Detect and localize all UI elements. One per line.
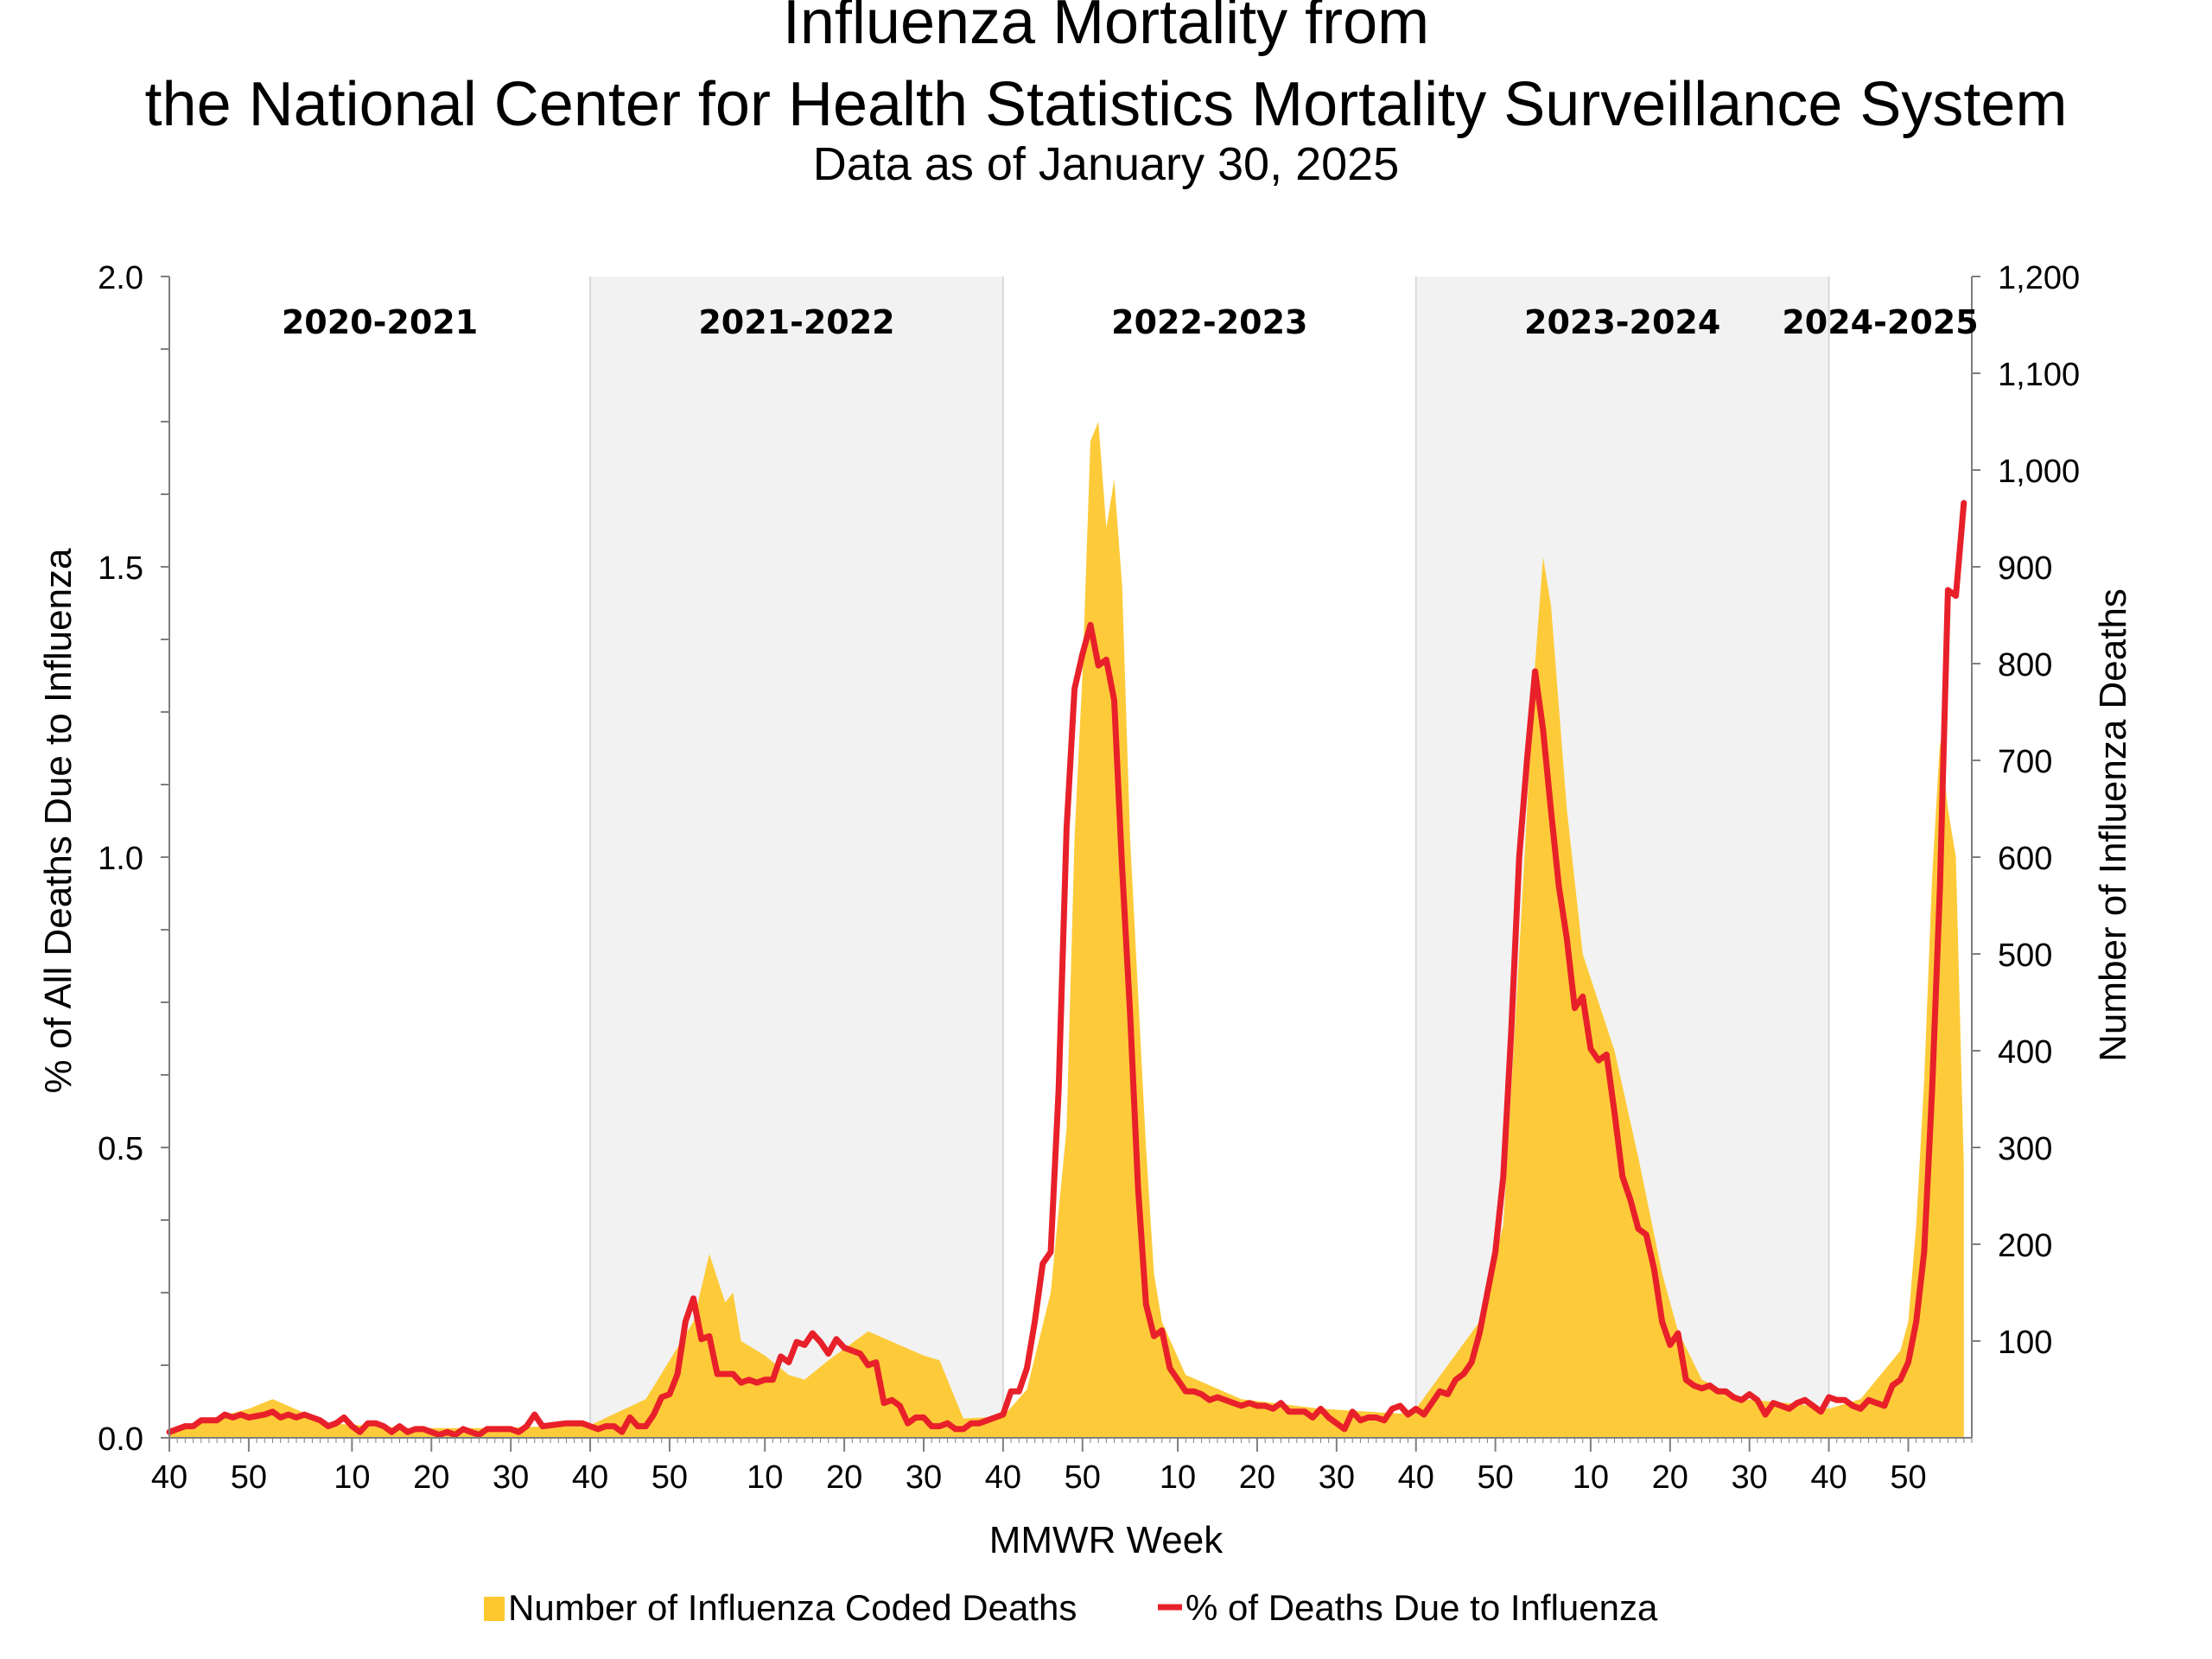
- chart-title-line2: the National Center for Health Statistic…: [145, 70, 2068, 139]
- x-tick-label: 10: [334, 1459, 370, 1496]
- season-label-2023-2024: 2023-2024: [1524, 303, 1720, 341]
- y-right-tick-label: 1,000: [1998, 454, 2080, 490]
- x-tick-label: 30: [493, 1459, 529, 1496]
- x-tick-label: 50: [652, 1459, 688, 1496]
- x-axis-label: MMWR Week: [989, 1519, 1224, 1561]
- season-label-2022-2023: 2022-2023: [1111, 303, 1307, 341]
- y-axis-right-label: Number of Influenza Deaths: [2092, 588, 2134, 1062]
- legend-label-line: % of Deaths Due to Influenza: [1185, 1587, 1658, 1628]
- x-tick-label: 20: [413, 1459, 449, 1496]
- x-tick-label: 10: [747, 1459, 783, 1496]
- season-label-2024-2025: 2024-2025: [1782, 303, 1978, 341]
- season-band-1: [590, 276, 1003, 1438]
- season-label-2021-2022: 2021-2022: [698, 303, 894, 341]
- x-tick-label: 50: [1477, 1459, 1513, 1496]
- y-right-tick-label: 300: [1998, 1131, 2052, 1167]
- x-tick-label: 30: [1319, 1459, 1355, 1496]
- y-right-tick-label: 1,100: [1998, 357, 2080, 393]
- y-right-tick-label: 500: [1998, 938, 2052, 974]
- x-tick-label: 40: [985, 1459, 1021, 1496]
- x-tick-label: 20: [1239, 1459, 1275, 1496]
- legend-label-area: Number of Influenza Coded Deaths: [508, 1587, 1077, 1628]
- y-right-tick-label: 700: [1998, 744, 2052, 780]
- y-left-tick-label: 1.0: [98, 841, 143, 877]
- x-tick-label: 30: [906, 1459, 942, 1496]
- x-tick-label: 50: [231, 1459, 267, 1496]
- x-tick-label: 20: [826, 1459, 862, 1496]
- x-tick-label: 40: [1810, 1459, 1847, 1496]
- y-right-tick-label: 800: [1998, 647, 2052, 683]
- season-label-2020-2021: 2020-2021: [282, 303, 478, 341]
- chart-subtitle: Data as of January 30, 2025: [813, 138, 1399, 190]
- x-tick-label: 40: [1398, 1459, 1434, 1496]
- chart-title-line1: Influenza Mortality from: [783, 0, 1429, 57]
- x-tick-label: 10: [1573, 1459, 1609, 1496]
- y-axis-left-label: % of All Deaths Due to Influenza: [37, 548, 79, 1094]
- y-left-tick-label: 0.5: [98, 1131, 143, 1167]
- area-series-influenza-deaths: [169, 422, 1964, 1438]
- x-tick-label: 50: [1065, 1459, 1101, 1496]
- x-tick-label: 10: [1160, 1459, 1196, 1496]
- y-right-tick-label: 400: [1998, 1034, 2052, 1071]
- legend-swatch-area: [484, 1597, 505, 1621]
- x-tick-label: 50: [1890, 1459, 1926, 1496]
- y-right-tick-label: 600: [1998, 841, 2052, 877]
- line-series-percent-deaths: [166, 499, 1967, 1439]
- y-left-tick-label: 2.0: [98, 260, 143, 296]
- y-left-tick-label: 1.5: [98, 550, 143, 587]
- x-tick-label: 40: [572, 1459, 608, 1496]
- y-right-tick-label: 900: [1998, 550, 2052, 587]
- y-right-tick-label: 1,200: [1998, 260, 2080, 296]
- y-right-tick-label: 100: [1998, 1325, 2052, 1361]
- x-tick-label: 30: [1732, 1459, 1768, 1496]
- legend: Number of Influenza Coded Deaths % of De…: [484, 1587, 1658, 1628]
- x-tick-label: 20: [1652, 1459, 1688, 1496]
- y-left-tick-label: 0.0: [98, 1421, 143, 1458]
- x-tick-label: 40: [151, 1459, 188, 1496]
- y-right-tick-label: 200: [1998, 1228, 2052, 1264]
